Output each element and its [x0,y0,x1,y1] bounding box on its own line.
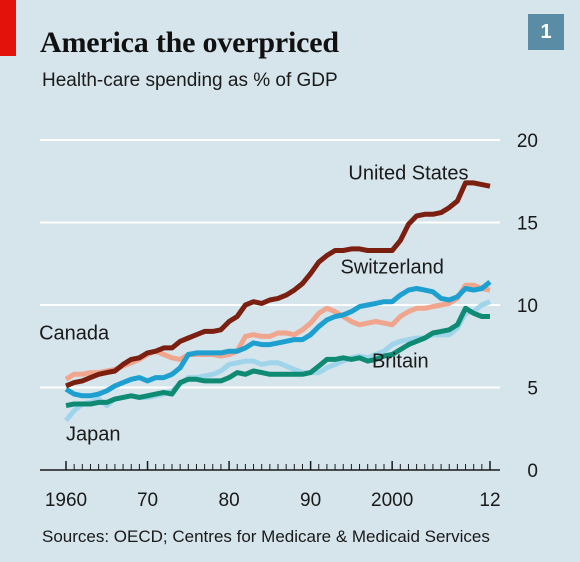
series-label-britain: Britain [372,351,429,373]
series-label-japan: Japan [66,423,121,445]
series-line-switzerland [64,279,492,399]
y-tick-label: 15 [517,214,538,235]
x-tick-label: 1960 [45,490,87,511]
source-note: Sources: OECD; Centres for Medicare & Me… [42,527,490,546]
y-tick-label: 5 [527,379,538,400]
series-line-britain [65,305,490,409]
x-tick-label: 80 [219,490,240,511]
x-axis: 0 5 10 15 20 1960 70 80 90 2000 12 [45,131,538,511]
x-tick-label: 90 [300,490,321,511]
chart-number-badge: 1 [528,14,564,50]
series-label-canada: Canada [39,323,110,345]
series-label-united-states: United States [348,163,468,185]
series-lines [64,180,492,423]
brand-red-tab [0,0,16,56]
y-tick-label: 20 [517,131,538,152]
x-tick-label: 2000 [371,490,413,511]
series-labels: Japan Britain Canada Switzerland United Stat… [39,163,468,446]
y-tick-label: 0 [527,461,538,482]
x-tick-label: 70 [137,490,158,511]
chart-title: America the overpriced [40,26,339,59]
x-tick-label: 12 [479,490,500,511]
series-line-united-states [65,180,491,389]
series-label-switzerland: Switzerland [340,257,443,279]
chart-subtitle: Health-care spending as % of GDP [42,70,338,91]
y-tick-label: 10 [517,296,538,317]
